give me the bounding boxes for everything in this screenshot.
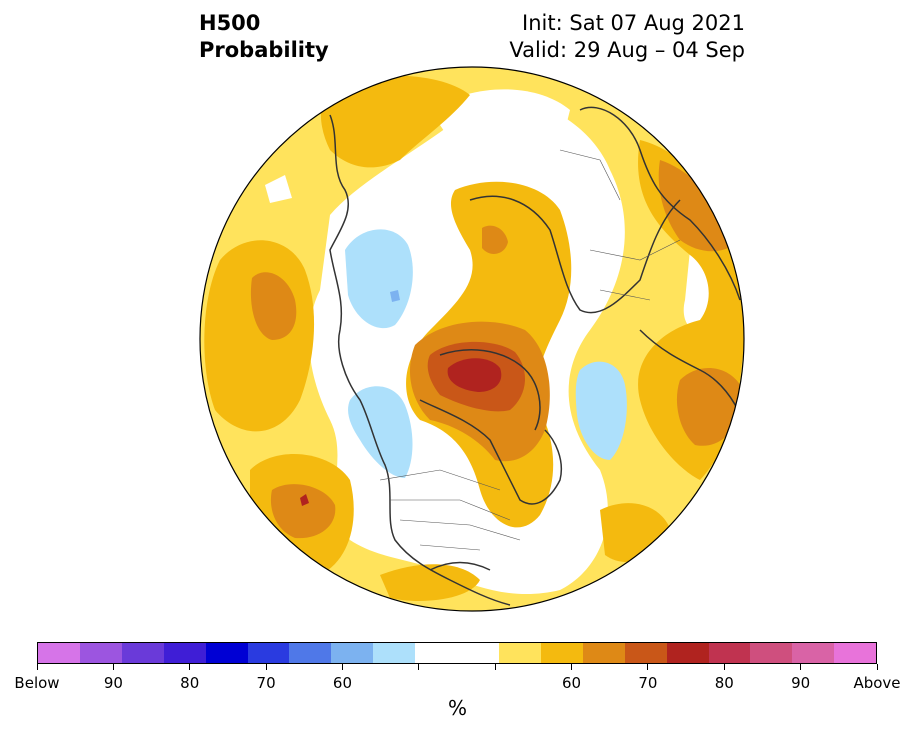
colorbar-segment (79, 643, 122, 663)
probability-map (199, 66, 745, 612)
field-above-60-s (380, 564, 480, 601)
coast-eurasia-north (469, 195, 681, 314)
colorbar-segment (750, 643, 793, 663)
colorbar-segment (792, 643, 835, 663)
coast-hudson (419, 399, 562, 505)
field-above-75-sw (300, 494, 309, 506)
colorbar-tick-label: 80 (714, 674, 734, 692)
colorbar-tick-label: 90 (791, 674, 811, 692)
field-neutral-east (683, 250, 713, 331)
colorbar-segment (121, 643, 164, 663)
colorbar (37, 642, 877, 664)
field-above-65-north (482, 225, 508, 254)
field-above-60-nw (320, 75, 470, 168)
colorbar-tick (876, 664, 878, 670)
colorbar-tick (647, 664, 649, 670)
colorbar-segment (163, 643, 206, 663)
valid-range: Valid: 29 Aug – 04 Sep (509, 38, 745, 62)
colorbar-segment (331, 643, 374, 663)
coast-asia-east (579, 106, 741, 301)
colorbar-tick-label: Above (853, 674, 901, 692)
colorbar-tick-label: 70 (256, 674, 276, 692)
coast-europe (639, 329, 743, 421)
field-below-atlantic (575, 361, 627, 460)
coast-greenland (439, 349, 541, 431)
field-above-65-w (250, 272, 297, 340)
field-above-65-ne (658, 160, 740, 252)
colorbar-segment (247, 643, 290, 663)
coastlines (329, 106, 743, 606)
borders (379, 149, 681, 551)
colorbar-tick-label: 80 (180, 674, 200, 692)
field-above-65-sw (270, 484, 336, 539)
field-above-65-e (677, 368, 744, 446)
colorbar-tick-labels: Below 90 80 70 60 60 70 80 90 Above (0, 674, 915, 694)
init-date: Init: Sat 07 Aug 2021 (522, 11, 745, 35)
polar-map-svg (199, 66, 745, 612)
colorbar-unit: % (447, 696, 467, 720)
colorbar-segment (498, 643, 541, 663)
colorbar-segment (582, 643, 625, 663)
coast-gulf (429, 561, 491, 571)
colorbar-tick (36, 664, 38, 670)
colorbar-segment (624, 643, 667, 663)
eurasia-borders (559, 149, 681, 301)
field-above-60-w (204, 240, 315, 432)
colorbar-tick-label: 70 (638, 674, 658, 692)
map-subtitle: Probability (199, 38, 329, 62)
field-above-75-center (447, 358, 502, 392)
colorbar-tick (723, 664, 725, 670)
colorbar-tick (494, 664, 496, 670)
map-title: H500 (199, 11, 261, 35)
colorbar-segment (540, 643, 583, 663)
field-neutral-spot (265, 175, 292, 203)
colorbar-tick (571, 664, 573, 670)
colorbar-segment (415, 643, 458, 663)
title-block: H500 Probability (199, 10, 329, 64)
colorbar-segment (834, 643, 877, 663)
colorbar-tick-label: Below (14, 674, 60, 692)
colorbar-tick-label: 90 (103, 674, 123, 692)
colorbar-segment (205, 643, 248, 663)
probability-fields (200, 67, 744, 611)
colorbar-tick (112, 664, 114, 670)
field-below-n-america (345, 229, 413, 329)
colorbar-ticks (36, 664, 878, 670)
colorbar-tick-label: 60 (561, 674, 582, 692)
colorbar-tick-label: 60 (332, 674, 352, 692)
colorbar-segment (708, 643, 751, 663)
colorbar-tick (418, 664, 420, 670)
colorbar-segment (457, 643, 499, 663)
colorbar-segment (666, 643, 709, 663)
colorbar-tick (341, 664, 343, 670)
field-neutral-top (430, 89, 570, 155)
map-boundary (199, 66, 745, 612)
colorbar-tick (800, 664, 802, 670)
colorbar-segment (38, 643, 80, 663)
colorbar-tick (265, 664, 267, 670)
field-below-65 (390, 290, 400, 302)
colorbar-segment (289, 643, 332, 663)
colorbar-segment (373, 643, 416, 663)
date-block: Init: Sat 07 Aug 2021 Valid: 29 Aug – 04… (509, 10, 745, 64)
us-state-borders (379, 469, 521, 551)
colorbar-tick (189, 664, 191, 670)
